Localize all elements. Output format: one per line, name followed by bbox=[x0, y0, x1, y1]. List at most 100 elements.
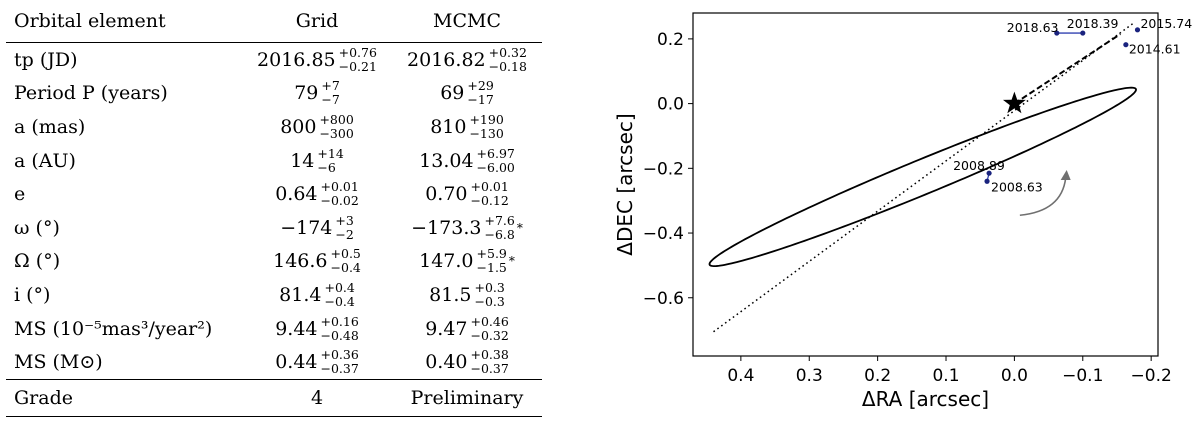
table-row: a (mas) 800 +800 −300 810 +190 −130 bbox=[6, 110, 542, 144]
x-tick-label: 0.4 bbox=[727, 366, 754, 386]
error-plus: +0.38 bbox=[470, 347, 509, 363]
x-tick-label: 0.0 bbox=[1001, 366, 1028, 386]
grade-grid: 4 bbox=[310, 386, 324, 409]
y-tick-label: −0.2 bbox=[643, 159, 684, 179]
grid-cell: 79 +7 −7 bbox=[242, 77, 392, 111]
error-bounds: +7 −7 bbox=[321, 79, 339, 107]
error-bounds: +0.4 −0.4 bbox=[324, 279, 355, 309]
col-header-element: Orbital element bbox=[14, 10, 166, 32]
row-label: i (°) bbox=[14, 283, 51, 306]
table-row: Period P (years) 79 +7 −7 69 +29 −17 bbox=[6, 77, 542, 111]
error-plus: +0.4 bbox=[324, 279, 355, 295]
error-minus: −1.5 bbox=[476, 260, 507, 276]
observation-point bbox=[984, 178, 990, 184]
error-minus: −300 bbox=[319, 125, 354, 141]
row-label: a (AU) bbox=[14, 149, 76, 172]
table-header-row: Orbital element Grid MCMC bbox=[6, 0, 542, 43]
mcmc-cell: 13.04 +6.97 −6.00 bbox=[392, 144, 542, 178]
error-plus: +0.01 bbox=[320, 179, 359, 195]
error-minus: −0.12 bbox=[470, 193, 509, 209]
mcmc-cell: 147.0 +5.9 −1.5 * bbox=[392, 245, 542, 279]
error-bounds: +5.9 −1.5 bbox=[477, 247, 507, 275]
value: 0.40 bbox=[425, 351, 468, 374]
error-plus: +0.5 bbox=[330, 246, 361, 262]
row-label: ω (°) bbox=[14, 216, 60, 239]
table-row: tp (JD) 2016.85 +0.76 −0.21 2016.82 +0.32 −0.1… bbox=[6, 43, 542, 77]
orbit-chart: 2008.63 2008.89 2014.61 2015.74 2018.39 2018.… bbox=[613, 12, 1192, 411]
grade-row: Grade 4 Preliminary bbox=[6, 379, 542, 417]
observation-label: 2008.63 bbox=[991, 179, 1043, 194]
error-minus: −0.18 bbox=[488, 58, 527, 74]
observation-label: 2018.39 bbox=[1067, 16, 1119, 31]
error-minus: −0.4 bbox=[324, 293, 355, 309]
grid-cell: 81.4 +0.4 −0.4 bbox=[242, 278, 392, 312]
mcmc-cell: 9.47 +0.46 −0.32 bbox=[392, 312, 542, 346]
row-label: a (mas) bbox=[14, 115, 86, 138]
mcmc-cell: 810 +190 −130 bbox=[392, 110, 542, 144]
grid-cell: 146.6 +0.5 −0.4 bbox=[242, 245, 392, 279]
col-header-mcmc: MCMC bbox=[433, 10, 501, 32]
direction-arrow-shaft bbox=[1019, 177, 1067, 217]
value: 800 bbox=[280, 115, 317, 138]
error-plus: +7 bbox=[321, 78, 340, 94]
node-line bbox=[713, 22, 1135, 333]
plot-frame bbox=[692, 12, 1159, 357]
error-plus: +6.97 bbox=[476, 145, 515, 161]
error-plus: +14 bbox=[317, 145, 344, 161]
y-tick-label: 0.2 bbox=[657, 30, 684, 50]
value: 2016.82 bbox=[407, 48, 486, 71]
row-label: Ω (°) bbox=[14, 250, 61, 273]
mcmc-cell: 0.70 +0.01 −0.12 bbox=[392, 177, 542, 211]
observation-point bbox=[1054, 30, 1060, 36]
row-label: tp (JD) bbox=[14, 48, 78, 71]
error-plus: +800 bbox=[319, 111, 354, 127]
table-row: ω (°) −174 +3 −2 −173.3 +7.6 −6.8 * bbox=[6, 211, 542, 245]
grid-cell: 14 +14 −6 bbox=[242, 144, 392, 178]
periastron-line bbox=[1013, 33, 1121, 105]
orbital-elements-table-panel: Orbital element Grid MCMC tp (JD) 2016.85… bbox=[0, 0, 545, 422]
error-minus: −7 bbox=[321, 92, 340, 108]
row-label: MS (10⁻⁵mas³/year²) bbox=[14, 317, 213, 340]
error-minus: −0.3 bbox=[474, 293, 505, 309]
value: 2016.85 bbox=[257, 48, 336, 71]
row-label: MS (M⊙) bbox=[14, 351, 103, 374]
error-plus: +0.16 bbox=[320, 313, 359, 329]
value: −174 bbox=[280, 216, 333, 239]
error-minus: −0.4 bbox=[330, 260, 361, 276]
error-plus: +0.46 bbox=[470, 313, 509, 329]
col-header-grid: Grid bbox=[295, 10, 339, 32]
grid-cell: 0.64 +0.01 −0.02 bbox=[242, 177, 392, 211]
table-row: MS (10⁻⁵mas³/year²) 9.44 +0.16 −0.48 9.47 +0.… bbox=[6, 312, 542, 346]
value: 81.4 bbox=[279, 283, 322, 306]
value: 0.70 bbox=[425, 183, 468, 206]
error-minus: −6 bbox=[317, 159, 336, 175]
error-minus: −0.37 bbox=[320, 361, 359, 377]
x-tick-label: 0.2 bbox=[864, 366, 891, 386]
grid-cell: 800 +800 −300 bbox=[242, 110, 392, 144]
note-asterisk: * bbox=[508, 254, 515, 269]
error-plus: +0.76 bbox=[338, 44, 377, 60]
error-bounds: +7.6 −6.8 bbox=[484, 212, 515, 242]
mcmc-cell: 0.40 +0.38 −0.37 bbox=[392, 345, 542, 379]
table-row: e 0.64 +0.01 −0.02 0.70 +0.01 −0.12 bbox=[6, 177, 542, 211]
x-tick-label: −0.2 bbox=[1131, 366, 1172, 386]
error-minus: −17 bbox=[467, 92, 494, 108]
table-row: MS (M⊙) 0.44 +0.36 −0.37 0.40 +0.38 −0.37 bbox=[6, 345, 542, 379]
error-plus: +0.3 bbox=[474, 279, 505, 295]
central-star-marker bbox=[1002, 91, 1026, 114]
error-minus: −130 bbox=[469, 125, 504, 141]
error-bounds: +29 −17 bbox=[467, 79, 493, 107]
x-axis-label: ΔRA [arcsec] bbox=[862, 387, 989, 411]
error-minus: −6.8 bbox=[484, 226, 515, 242]
table-row: a (AU) 14 +14 −6 13.04 +6.97 −6.00 bbox=[6, 144, 542, 178]
value: 9.47 bbox=[425, 317, 468, 340]
error-minus: −2 bbox=[335, 226, 354, 242]
error-bounds: +800 −300 bbox=[319, 111, 354, 141]
value: 0.44 bbox=[275, 351, 318, 374]
error-bounds: +190 −130 bbox=[469, 112, 504, 141]
error-bounds: +0.38 −0.37 bbox=[471, 348, 509, 376]
error-minus: −0.32 bbox=[470, 327, 509, 343]
error-plus: +7.6 bbox=[484, 212, 515, 228]
y-tick-label: −0.4 bbox=[643, 224, 684, 244]
orbit-ellipse bbox=[708, 86, 1137, 268]
